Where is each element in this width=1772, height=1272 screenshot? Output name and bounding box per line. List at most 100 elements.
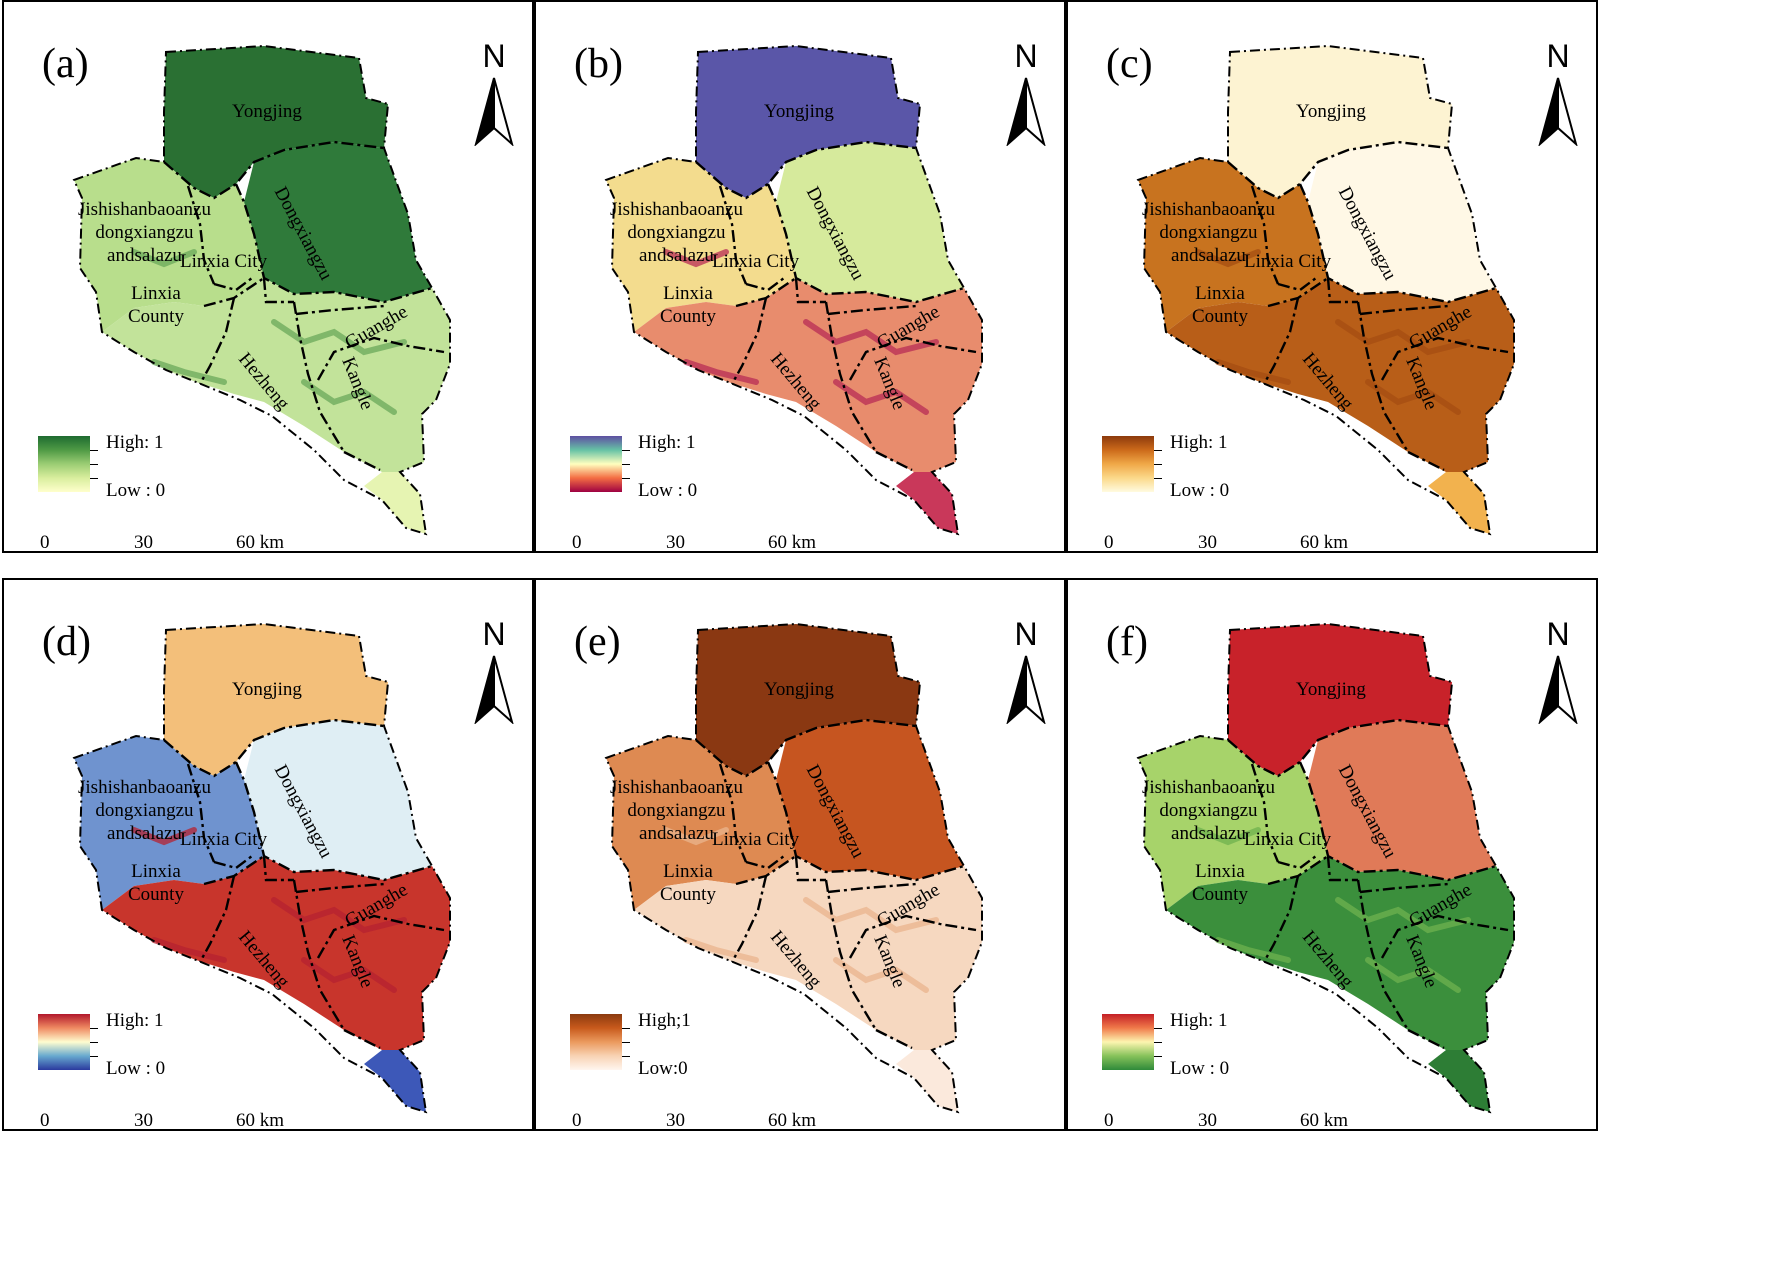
map-area [1136, 44, 1515, 536]
region-label-line: County [660, 884, 716, 905]
region-label-linxia-city: Linxia City [1244, 829, 1332, 850]
legend: High: 1 Low : 0 [1102, 432, 1302, 506]
region-label-line: Jishishanbaoanzu [610, 777, 743, 798]
county-boundary [186, 185, 216, 285]
map-region-dongxiangzu-fill [776, 720, 964, 880]
terrain-texture [1215, 359, 1291, 385]
scale-label: 0 [572, 532, 582, 553]
region-label-line: andsalazu [107, 245, 182, 266]
north-arrow: N [996, 38, 1056, 148]
panel-label: (c) [1106, 41, 1153, 87]
north-arrow-icon [1006, 655, 1046, 724]
legend-tick [1154, 1042, 1162, 1043]
legend: High: 1 Low : 0 [38, 1010, 238, 1084]
scale-label: 0 [572, 1110, 582, 1131]
legend-color-ramp [1102, 436, 1154, 492]
county-boundary [718, 185, 748, 285]
county-boundary [827, 882, 917, 894]
north-arrow-icon [1538, 77, 1578, 146]
region-label-line: Jishishanbaoanzu [610, 199, 743, 220]
map-area [604, 622, 983, 1114]
scale-label: 60 km [236, 1110, 285, 1131]
legend-tick [622, 1056, 630, 1057]
county-boundary [730, 875, 768, 963]
map-area [72, 44, 451, 536]
county-boundary [766, 183, 965, 304]
county-boundary [1326, 855, 1358, 882]
legend-color-ramp [38, 436, 90, 492]
map-panel-d: (d) N Yongjing Dongxiangzu Jishishanbaoanzu d… [2, 578, 534, 1131]
terrain-texture [151, 937, 227, 963]
county-boundary [794, 277, 826, 304]
terrain-texture [131, 827, 197, 846]
region-label-line: dongxiangzu [1159, 222, 1258, 243]
terrain-texture [683, 937, 759, 963]
county-boundary [1262, 297, 1300, 385]
region-label-line: County [128, 884, 184, 905]
region-label-line: dongxiangzu [627, 222, 726, 243]
terrain-texture [301, 957, 397, 993]
scale-bar: 0 30 60 km [1104, 1110, 1350, 1131]
scale-label: 0 [1104, 1110, 1114, 1131]
region-label-line: Linxia [131, 861, 181, 882]
county-boundary [827, 304, 917, 316]
map-region-south-fill [102, 278, 450, 472]
county-boundary [1250, 185, 1280, 285]
scale-label: 0 [1104, 532, 1114, 553]
scale-label: 60 km [1300, 1110, 1349, 1131]
county-boundary [343, 450, 381, 472]
region-label-linxia-county: Linxia County [128, 282, 184, 328]
terrain-texture [833, 957, 929, 993]
county-boundary [213, 855, 253, 870]
region-label-line: Jishishanbaoanzu [78, 777, 211, 798]
county-boundary [1380, 336, 1509, 381]
county-boundary [695, 718, 917, 778]
terrain-texture [131, 249, 197, 268]
legend-high-label: High: 1 [1170, 1010, 1228, 1031]
north-arrow: N [996, 616, 1056, 726]
map-region-yongjing-fill [696, 46, 920, 198]
scale-label: 60 km [1300, 532, 1349, 553]
region-label-jishishan: Jishishanbaoanzu dongxiangzu andsalazu [610, 776, 743, 845]
region-label-line: andsalazu [1171, 245, 1246, 266]
region-label-linxia-city: Linxia City [180, 251, 268, 272]
terrain-texture [1335, 897, 1471, 934]
county-boundary [213, 277, 253, 292]
panel-label: (f) [1106, 619, 1148, 665]
map-region-tail-fill [896, 472, 958, 534]
map-region-tail-fill [364, 1050, 426, 1112]
legend-tick [1154, 450, 1162, 451]
map-outline [1136, 44, 1515, 536]
terrain-texture [271, 897, 407, 934]
region-label-jishishan: Jishishanbaoanzu dongxiangzu andsalazu [78, 776, 211, 845]
map-region-yongjing-fill [1228, 46, 1452, 198]
map-region-dongxiangzu-fill [1308, 142, 1496, 302]
region-label-line: dongxiangzu [1159, 800, 1258, 821]
terrain-texture [1365, 957, 1461, 993]
scale-label: 30 [1198, 532, 1217, 553]
panel-label: (e) [574, 619, 621, 665]
region-label-linxia-county: Linxia County [660, 282, 716, 328]
map-panel-e: (e) N Yongjing Dongxiangzu Jishishanbaoanzu d… [534, 578, 1066, 1131]
legend-color-ramp [1102, 1014, 1154, 1070]
county-boundary [295, 304, 385, 316]
county-boundary [316, 336, 445, 381]
county-boundary [262, 277, 294, 304]
region-label-linxia-county: Linxia County [128, 860, 184, 906]
region-label-linxia-city: Linxia City [180, 829, 268, 850]
region-label-jishishan: Jishishanbaoanzu dongxiangzu andsalazu [1142, 776, 1275, 845]
scale-bar: 0 30 60 km [40, 532, 286, 553]
legend-tick [1154, 478, 1162, 479]
map-region-dongxiangzu-fill [244, 720, 432, 880]
scale-label: 60 km [236, 532, 285, 553]
region-label-line: Linxia [131, 283, 181, 304]
legend-high-label: High: 1 [106, 1010, 164, 1031]
legend-high-label: High: 1 [106, 432, 164, 453]
region-label-line: County [1192, 884, 1248, 905]
county-boundary [1359, 882, 1449, 894]
county-boundary [1277, 855, 1317, 870]
scale-label: 0 [40, 1110, 50, 1131]
terrain-texture [683, 359, 759, 385]
map-area [72, 622, 451, 1114]
legend-tick [90, 1028, 98, 1029]
